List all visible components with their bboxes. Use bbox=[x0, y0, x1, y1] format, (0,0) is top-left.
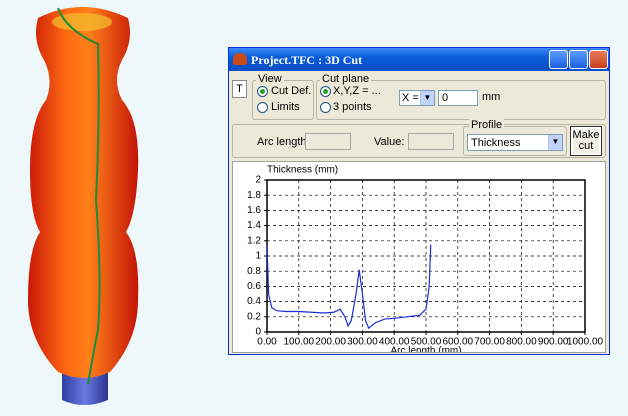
radio[interactable] bbox=[320, 86, 331, 97]
y-tick-label: 1.4 bbox=[247, 220, 261, 231]
x-tick-label: 0.00 bbox=[257, 337, 277, 348]
radio-label: X,Y,Z = ... bbox=[333, 85, 381, 97]
window-title: Project.TFC : 3D Cut bbox=[251, 53, 362, 68]
bottle-render bbox=[0, 0, 170, 416]
t-button[interactable]: T bbox=[232, 80, 247, 98]
x-tick-label: 100.00 bbox=[284, 337, 315, 348]
y-tick-label: 0.8 bbox=[247, 266, 261, 277]
x-tick-label: 700.00 bbox=[474, 337, 505, 348]
radio[interactable] bbox=[257, 86, 268, 97]
y-tick-label: 2 bbox=[255, 175, 261, 186]
x-tick-label: 800.00 bbox=[506, 337, 537, 348]
close-button[interactable] bbox=[589, 50, 608, 69]
maximize-button[interactable] bbox=[569, 50, 588, 69]
value-field bbox=[408, 133, 454, 150]
x-axis-title: Arc length (mm) bbox=[390, 346, 461, 353]
group-label: Cut plane bbox=[320, 73, 371, 85]
y-tick-label: 0.6 bbox=[247, 281, 261, 292]
dialog-window: Project.TFC : 3D Cut T View Cut Def. Lim… bbox=[228, 47, 610, 355]
dropdown-arrow: ▼ bbox=[548, 135, 562, 150]
arc-length-field bbox=[305, 133, 351, 150]
x-tick-label: 900.00 bbox=[538, 337, 569, 348]
select-text: Thickness bbox=[471, 137, 521, 149]
select-text: X = bbox=[402, 92, 419, 104]
x-tick-label: 300.00 bbox=[347, 337, 378, 348]
dropdown-arrow: ▼ bbox=[420, 91, 434, 105]
make-cut-button[interactable]: Make cut bbox=[570, 126, 602, 156]
y-tick-label: 1.6 bbox=[247, 205, 261, 216]
radio-label: Cut Def. bbox=[271, 85, 311, 97]
group-label: View bbox=[256, 73, 284, 85]
y-tick-label: 1.8 bbox=[247, 190, 261, 201]
minimize-button[interactable] bbox=[549, 50, 568, 69]
radio-label: Limits bbox=[271, 101, 300, 113]
y-tick-label: 1 bbox=[255, 251, 261, 262]
y-axis-title: Thickness (mm) bbox=[267, 165, 338, 176]
app-icon bbox=[233, 53, 247, 65]
chart: Thickness (mm) 00.20.40.60.811.21.41.61.… bbox=[232, 161, 606, 353]
unit-label: mm bbox=[482, 91, 500, 103]
page: Project.TFC : 3D Cut T View Cut Def. Lim… bbox=[0, 0, 628, 416]
radio[interactable] bbox=[320, 102, 331, 113]
radio[interactable] bbox=[257, 102, 268, 113]
profile-select[interactable]: Thickness ▼ bbox=[467, 134, 563, 151]
y-tick-label: 0.4 bbox=[247, 296, 261, 307]
field-label: Arc length: bbox=[257, 136, 310, 148]
y-tick-label: 1.2 bbox=[247, 235, 261, 246]
value-input[interactable]: 0 bbox=[438, 90, 478, 106]
field-label: Value: bbox=[374, 136, 404, 148]
group-label: Profile bbox=[469, 119, 504, 131]
title-bar: Project.TFC : 3D Cut bbox=[229, 48, 609, 71]
x-tick-label: 200.00 bbox=[315, 337, 346, 348]
x-tick-label: 1000.00 bbox=[567, 337, 604, 348]
radio-label: 3 points bbox=[333, 101, 372, 113]
axis-select[interactable]: X = ▼ bbox=[399, 90, 435, 106]
y-tick-label: 0.2 bbox=[247, 311, 261, 322]
